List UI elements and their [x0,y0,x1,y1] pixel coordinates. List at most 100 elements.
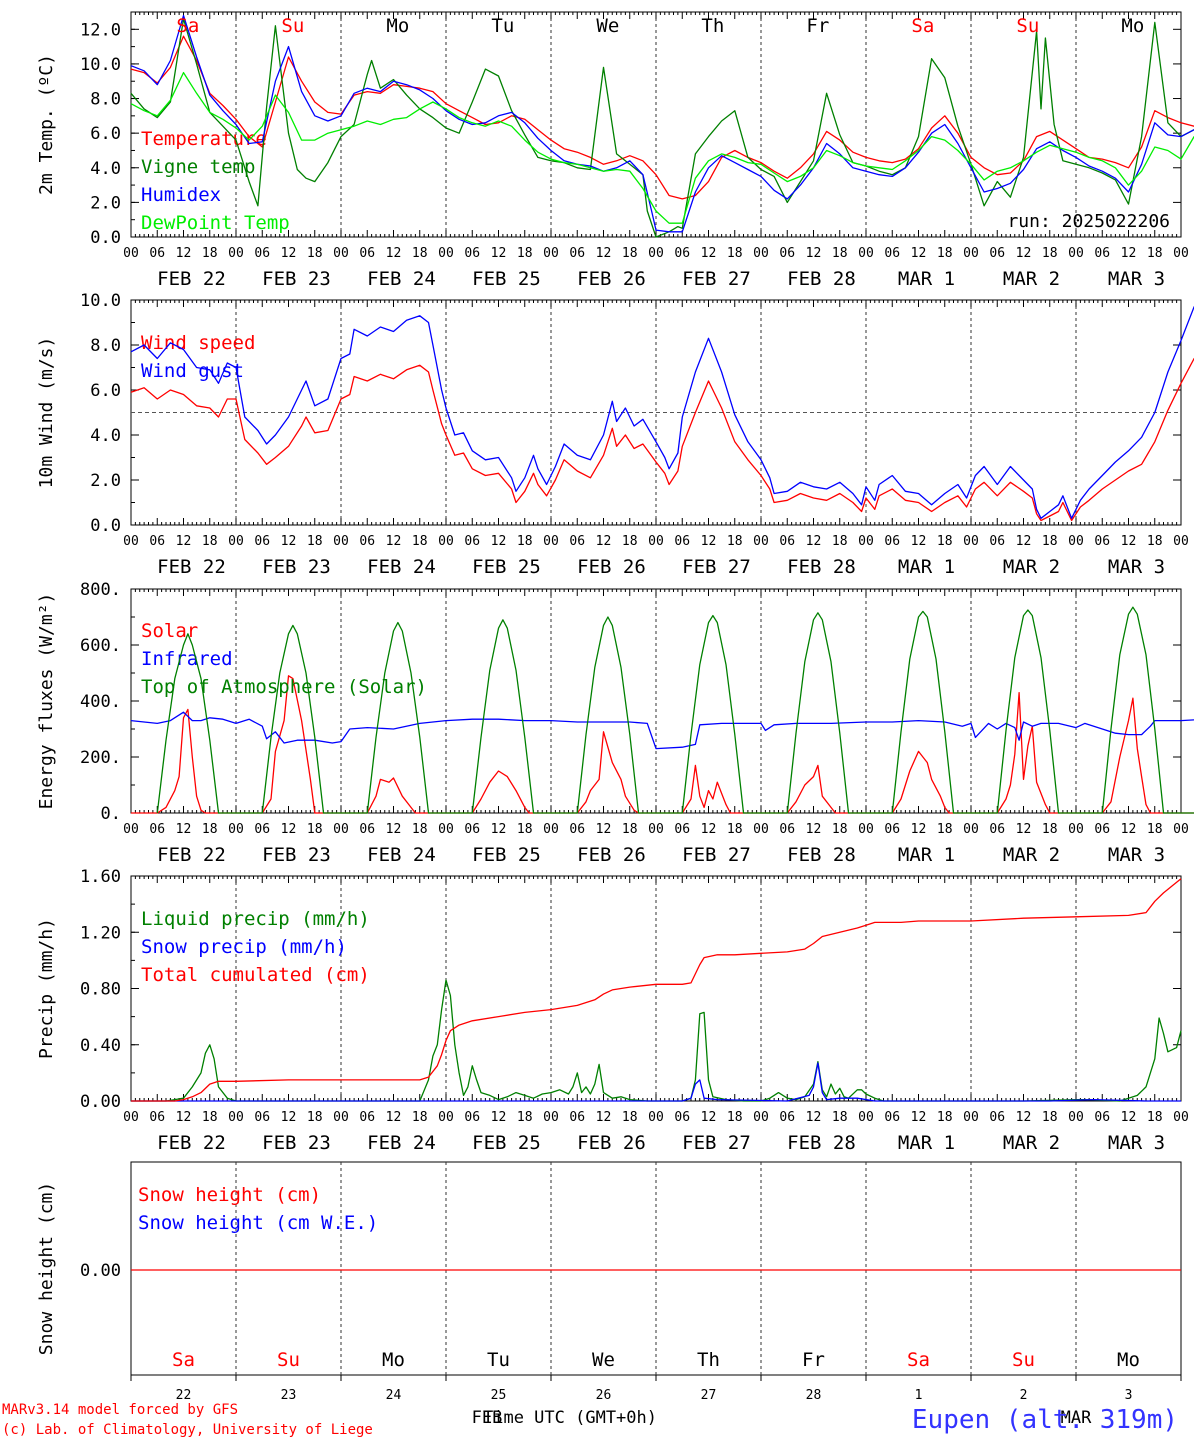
hour-tick-label: 18 [727,534,743,549]
weekday-label: Mo [386,15,409,37]
bottom-month-mar: MAR [1061,1408,1092,1428]
y-tick-label: 0.0 [90,516,121,536]
hour-tick-label: 18 [202,246,218,261]
hour-tick-label: 00 [963,246,979,261]
precipitation-panel: 0.00 0.40 0.80 1.20 1.60 Precip (mm/h) Liquid … [36,867,1189,1154]
hour-tick-label: 00 [123,1110,139,1125]
hour-tick-label: 06 [569,246,585,261]
hour-tick-label: 18 [517,822,533,837]
weekday-label: Tu [487,1349,510,1371]
weekday-label: Sa [172,1349,195,1371]
hour-tick-label: 12 [806,534,822,549]
series-line-precip-1 [131,1062,1181,1102]
weekday-label: Su [281,15,304,37]
legend-entry: Wind gust [141,360,244,382]
hour-tick-label: 12 [911,822,927,837]
hour-tick-label: 00 [963,534,979,549]
weekday-label: Fr [806,15,829,37]
hour-tick-label: 12 [701,1110,717,1125]
hour-tick-label: 18 [832,822,848,837]
legend-entry: Liquid precip (mm/h) [141,908,370,930]
hour-tick-label: 18 [1042,246,1058,261]
hour-tick-label: 06 [779,246,795,261]
series-line-temp-2 [130,14,1194,233]
hour-tick-label: 12 [911,246,927,261]
date-label: FEB 25 [472,1132,541,1154]
y-tick-label: 6.0 [90,124,121,144]
y-tick-label: 800. [80,580,121,600]
hour-tick-label: 06 [1094,1110,1110,1125]
hour-tick-label: 06 [779,822,795,837]
hour-tick-label: 06 [884,246,900,261]
hour-tick-label: 06 [254,1110,270,1125]
hour-tick-label: 12 [911,1110,927,1125]
temperature-panel: 0.0 2.0 4.0 6.0 8.0 10.0 12.0 2m Temp. (ºC) Temp… [36,11,1194,290]
hour-tick-label: 18 [412,534,428,549]
y-tick-label: 4.0 [90,159,121,179]
hour-tick-label: 00 [648,246,664,261]
hour-tick-label: 00 [1068,246,1084,261]
hour-tick-label: 00 [1068,822,1084,837]
hour-tick-label: 00 [963,822,979,837]
date-label: FEB 26 [577,844,646,866]
snow-height-panel: 0.00 Snow height (cm) Snow height (cm) Snow… [36,1161,1182,1403]
hour-tick-label: 00 [438,1110,454,1125]
hour-tick-label: 18 [832,246,848,261]
legend-entry: Top of Atmosphere (Solar) [141,676,427,698]
hour-tick-label: 18 [307,534,323,549]
hour-tick-label: 12 [176,822,192,837]
hour-tick-label: 06 [1094,246,1110,261]
day-number-label: 28 [806,1388,822,1403]
wind-panel: 0.0 2.0 4.0 6.0 8.0 10.0 10m Wind (m/s) Wind sp… [36,291,1194,578]
hour-tick-label: 18 [727,246,743,261]
y-tick-label: 0.00 [80,1092,121,1112]
hour-tick-label: 12 [176,534,192,549]
series-line-flux-0 [131,675,1194,814]
y-tick-label: 10.0 [80,291,121,311]
hour-tick-label: 06 [884,534,900,549]
hour-tick-label: 18 [622,534,638,549]
date-label: FEB 25 [472,268,541,290]
y-tick-label: 12.0 [80,20,121,40]
hour-tick-label: 18 [1042,822,1058,837]
weekday-label: Fr [802,1349,825,1371]
hour-tick-label: 06 [149,1110,165,1125]
plot-frame [130,11,1182,238]
hour-tick-label: 00 [543,822,559,837]
date-label: FEB 24 [367,1132,436,1154]
date-label: FEB 25 [472,844,541,866]
y-tick-label: 0.0 [90,228,121,248]
hour-tick-label: 12 [596,1110,612,1125]
y-tick-label: 0.00 [80,1261,121,1281]
hour-tick-label: 06 [149,246,165,261]
hour-tick-label: 12 [596,822,612,837]
date-label: MAR 3 [1108,1132,1165,1154]
date-label: FEB 28 [787,1132,856,1154]
date-label: MAR 2 [1003,268,1060,290]
hour-tick-label: 18 [937,534,953,549]
date-label: MAR 1 [898,844,955,866]
hour-tick-label: 06 [674,246,690,261]
bottom-month-feb: FEB [472,1408,503,1428]
hour-tick-label: 00 [123,246,139,261]
weekday-label: Su [277,1349,300,1371]
date-label: FEB 27 [682,268,751,290]
hour-tick-label: 18 [517,534,533,549]
hour-tick-label: 18 [1147,1110,1163,1125]
hour-tick-label: 06 [989,1110,1005,1125]
weekday-label: Mo [382,1349,405,1371]
hour-tick-label: 12 [1121,1110,1137,1125]
hour-tick-label: 18 [307,246,323,261]
hour-tick-label: 18 [622,822,638,837]
y-tick-label: 400. [80,692,121,712]
hour-tick-label: 00 [123,534,139,549]
hour-tick-label: 00 [963,1110,979,1125]
hour-tick-label: 12 [701,822,717,837]
hour-tick-label: 12 [1121,822,1137,837]
hour-tick-label: 18 [412,246,428,261]
hour-tick-label: 00 [333,822,349,837]
hour-tick-label: 00 [123,822,139,837]
weekday-label: Sa [911,15,934,37]
y-tick-label: 0.80 [80,980,121,1000]
